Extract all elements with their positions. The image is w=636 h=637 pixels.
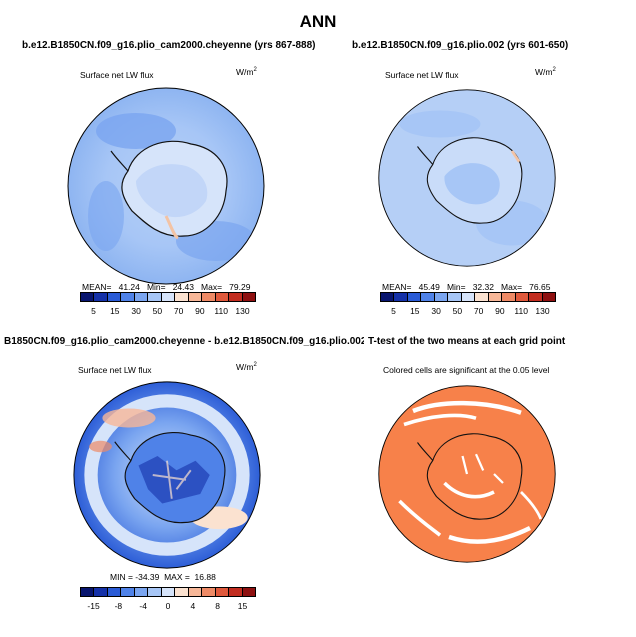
colorbar-cell [94,588,108,596]
colorbar-cell [161,588,176,596]
colorbar-cell [121,293,135,301]
colorbar-cell [242,293,256,301]
colorbar-cell [515,293,530,301]
panel-1-variable-label: Surface net LW flux [80,70,154,80]
panel-4-title: T-test of the two means at each grid poi… [368,336,566,347]
panel-2-colorbar [380,292,556,302]
colorbar-tick-label: -15 [87,601,100,611]
panel-2-polar-map [378,89,556,267]
colorbar-cell [202,293,216,301]
colorbar-cell [188,588,203,596]
colorbar-cell [242,588,256,596]
colorbar-cell [202,588,216,596]
colorbar-tick-label: 4 [190,601,196,611]
colorbar-tick-label: 110 [214,306,228,316]
panel-1-title: b.e12.B1850CN.f09_g16.plio_cam2000.cheye… [22,40,316,51]
panel-2-variable-label: Surface net LW flux [385,70,459,80]
colorbar-tick-label: 70 [473,306,484,316]
colorbar-cell [161,293,176,301]
colorbar-tick-label: 0 [165,601,171,611]
colorbar-tick-label: 15 [410,306,420,316]
colorbar-cell [215,293,230,301]
colorbar-cell [134,588,149,596]
colorbar-cell [448,293,462,301]
panel-3-statistics: MIN = -34.39 MAX = 16.88 [110,572,216,582]
panel-2-statistics: MEAN= 45.49 Min= 32.32 Max= 76.65 [382,282,551,292]
panel-2-title: b.e12.B1850CN.f09_g16.plio.002 (yrs 601-… [352,40,569,51]
colorbar-tick-label: 130 [235,306,250,316]
colorbar-tick-label: 8 [215,601,221,611]
colorbar-cell [188,293,203,301]
colorbar-tick-label: 90 [495,306,505,316]
colorbar-tick-label: 5 [391,306,396,316]
colorbar-tick-label: 110 [514,306,528,316]
colorbar-tick-label: 15 [237,601,248,611]
panel-2-colorbar-ticks: 5 15 30 50 70 90 110 130 [380,306,556,318]
colorbar-cell [215,588,230,596]
colorbar-cell [81,588,95,596]
colorbar-cell [229,588,243,596]
colorbar-cell [407,293,422,301]
colorbar-cell [229,293,243,301]
colorbar-cell [148,293,162,301]
colorbar-tick-label: 90 [195,306,205,316]
panel-3-colorbar-ticks: -15 -8 -4 0 4 8 15 [80,601,256,613]
panel-1-polar-map [67,87,265,285]
colorbar-tick-label: 30 [431,306,441,316]
panel-3-polar-map [73,381,261,569]
panel-1-unit-label: W/m2 [236,67,257,77]
panel-1-statistics: MEAN= 41.24 Min= 24.43 Max= 79.29 [82,282,251,292]
colorbar-cell [107,588,122,596]
panel-3-colorbar [80,587,256,597]
panel-1-colorbar [80,292,256,302]
colorbar-tick-label: 50 [152,306,163,316]
colorbar-tick-label: 5 [91,306,96,316]
colorbar-tick-label: -8 [114,601,123,611]
colorbar-tick-label: 130 [535,306,550,316]
colorbar-cell [94,293,108,301]
colorbar-cell [542,293,556,301]
colorbar-tick-label: -4 [139,601,147,611]
colorbar-cell [502,293,516,301]
panel-4-significance-map [378,385,556,563]
figure-title: ANN [299,12,337,31]
panel-3-unit-label: W/m2 [236,362,257,372]
colorbar-cell [134,293,149,301]
colorbar-cell [121,588,135,596]
panel-3-variable-label: Surface net LW flux [78,365,152,375]
colorbar-cell [394,293,408,301]
panel-1-colorbar-ticks: 5 15 30 50 70 90 110 130 [80,306,256,318]
colorbar-cell [421,293,435,301]
colorbar-tick-label: 50 [452,306,463,316]
panel-3-title: B1850CN.f09_g16.plio_cam2000.cheyenne - … [4,336,364,347]
colorbar-cell [175,588,189,596]
colorbar-cell [148,588,162,596]
colorbar-cell [381,293,395,301]
colorbar-cell [175,293,189,301]
colorbar-cell [434,293,449,301]
panel-2-unit-label: W/m2 [535,67,556,77]
colorbar-cell [488,293,503,301]
colorbar-cell [81,293,95,301]
panel-4-note: Colored cells are significant at the 0.0… [383,365,550,375]
colorbar-cell [461,293,476,301]
colorbar-tick-label: 70 [173,306,184,316]
colorbar-tick-label: 15 [110,306,120,316]
colorbar-tick-label: 30 [131,306,141,316]
colorbar-cell [475,293,489,301]
colorbar-cell [107,293,122,301]
colorbar-cell [529,293,543,301]
